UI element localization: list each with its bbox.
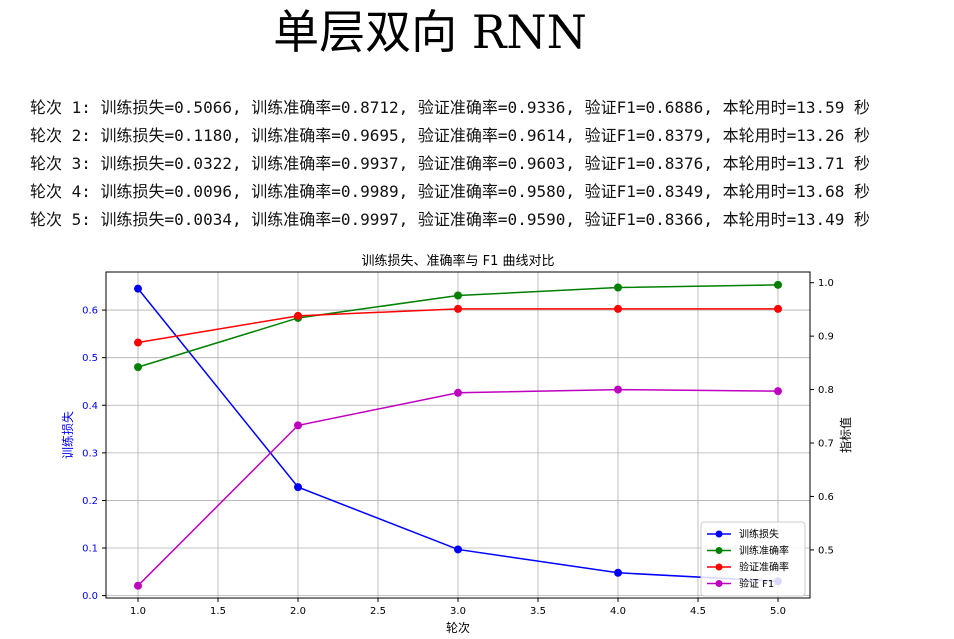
legend-box (700, 521, 806, 597)
series-4-point (454, 388, 462, 397)
y-left-tick-label: 0.0 (82, 591, 98, 602)
y-right-tick-label: 0.7 (818, 439, 834, 450)
y-axis-left-label: 训练损失 (60, 411, 75, 459)
legend-swatch-marker (715, 530, 723, 538)
legend-label: 验证 F1 (739, 577, 774, 590)
x-tick-label: 1.5 (210, 606, 226, 617)
series-3-point (614, 304, 622, 313)
legend-label: 训练准确率 (739, 544, 789, 557)
legend-label: 验证准确率 (739, 561, 789, 574)
y-left-tick-label: 0.2 (82, 496, 98, 507)
y-left-tick-label: 0.3 (82, 448, 98, 459)
y-right-tick-label: 0.9 (818, 332, 834, 343)
training-log: 轮次 1: 训练损失=0.5066, 训练准确率=0.8712, 验证准确率=0… (30, 94, 870, 234)
series-3-point (774, 304, 782, 313)
series-3-point (294, 311, 302, 320)
legend-swatch-marker (715, 547, 723, 554)
series-4-point (134, 581, 142, 590)
series-2-point (614, 283, 622, 292)
x-tick-label: 4.0 (610, 606, 626, 617)
x-tick-label: 5.0 (770, 606, 786, 617)
legend-swatch-marker (715, 580, 723, 587)
legend-label: 训练损失 (739, 528, 779, 541)
y-left-tick-label: 0.1 (82, 544, 98, 555)
chart-ticks: 1.0 1.5 2.0 2.5 3.0 3.5 4.0 4.5 5.0 0.0 0.1 0.2 0.3 0… (82, 278, 834, 617)
series-1-point (134, 284, 142, 293)
log-line-epoch-1: 轮次 1: 训练损失=0.5066, 训练准确率=0.8712, 验证准确率=0… (30, 98, 871, 117)
log-line-epoch-4: 轮次 4: 训练损失=0.0096, 训练准确率=0.9989, 验证准确率=0… (30, 182, 871, 201)
series-1-point (614, 568, 622, 577)
y-right-tick-label: 1.0 (818, 278, 834, 289)
series-4-point (614, 385, 622, 394)
x-axis-label: 轮次 (446, 621, 470, 635)
y-axis-right-label: 指标值 (838, 417, 853, 453)
log-line-epoch-3: 轮次 3: 训练损失=0.0322, 训练准确率=0.9937, 验证准确率=0… (30, 154, 871, 173)
log-line-epoch-2: 轮次 2: 训练损失=0.1180, 训练准确率=0.9695, 验证准确率=0… (30, 126, 871, 145)
y-right-tick-label: 0.5 (818, 545, 834, 556)
chart-title: 训练损失、准确率与 F1 曲线对比 (361, 253, 554, 269)
series-2-point (134, 363, 142, 372)
y-right-tick-label: 0.6 (818, 492, 834, 503)
x-tick-label: 2.0 (290, 606, 306, 617)
series-2-point (774, 280, 782, 289)
legend-swatch-marker (715, 563, 723, 571)
chart-grid (106, 272, 810, 598)
x-tick-label: 3.5 (530, 606, 546, 617)
x-tick-label: 1.0 (130, 606, 146, 617)
log-line-epoch-5: 轮次 5: 训练损失=0.0034, 训练准确率=0.9997, 验证准确率=0… (30, 210, 871, 229)
series-2-point (454, 291, 462, 300)
y-left-tick-label: 0.5 (82, 353, 98, 364)
y-left-tick-label: 0.4 (82, 401, 98, 412)
chart-series (134, 280, 782, 590)
series-1-point (454, 545, 462, 554)
y-left-tick-label: 0.6 (82, 306, 98, 317)
page-title: 单层双向 RNN (273, 5, 587, 59)
series-4-point (774, 387, 782, 396)
series-4-point (294, 421, 302, 430)
series-1-point (294, 483, 302, 492)
y-right-tick-label: 0.8 (818, 385, 834, 396)
series-3-point (454, 304, 462, 313)
x-tick-label: 4.5 (690, 606, 706, 617)
x-tick-label: 3.0 (450, 606, 466, 617)
x-tick-label: 2.5 (370, 606, 386, 617)
series-3-point (134, 338, 142, 347)
